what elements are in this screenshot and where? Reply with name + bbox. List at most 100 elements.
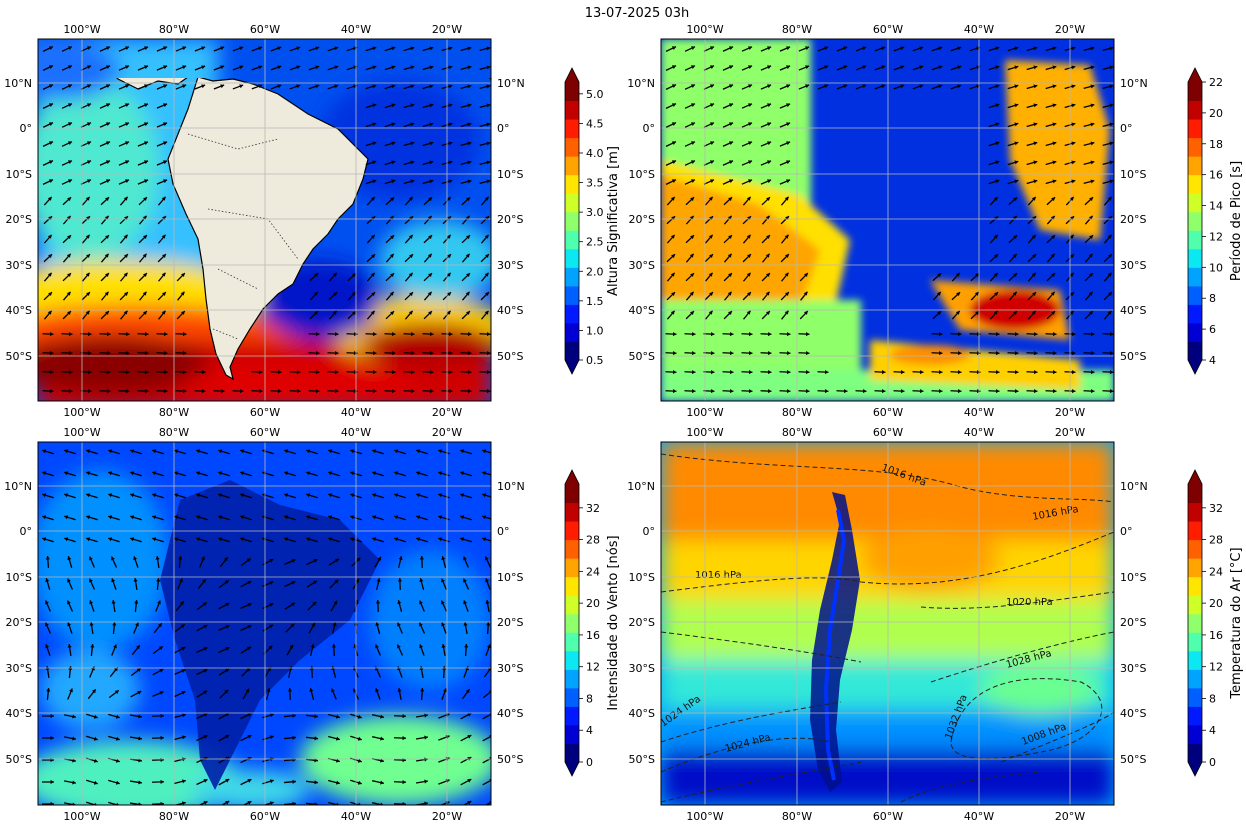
longitude-tick-label: 100°W — [686, 426, 723, 439]
colorbar-tick-label: 12 — [1209, 230, 1223, 243]
arrow-head — [123, 234, 128, 239]
colorbar-segment — [1188, 304, 1202, 324]
arrow-head — [938, 370, 943, 375]
arrow-head — [486, 103, 491, 108]
latitude-tick-label: 10°N — [627, 77, 655, 90]
colorbar-segment — [565, 137, 579, 157]
arrow-head — [144, 141, 149, 146]
colorbar-segment — [1188, 341, 1202, 361]
arrow-head — [152, 515, 157, 520]
longitude-tick-label: 80°W — [782, 23, 812, 36]
arrow-head — [938, 389, 943, 394]
arrow-head — [124, 254, 128, 259]
arrow-head — [448, 389, 453, 394]
arrow-head — [843, 84, 848, 89]
colorbar-segment — [565, 576, 579, 596]
arrow-head — [269, 735, 274, 740]
vector-arrow — [328, 801, 340, 805]
colorbar-tick-label: 5.0 — [586, 88, 604, 101]
latitude-tick-label: 10°S — [497, 168, 523, 181]
arrow-head — [691, 46, 695, 50]
arrow-head — [144, 370, 149, 375]
colorbar-tick-label: 18 — [1209, 138, 1223, 151]
arrow-head — [174, 471, 179, 476]
arrow-head — [670, 272, 675, 277]
colorbar-tick-label: 2.5 — [586, 236, 604, 249]
arrow-head — [410, 141, 415, 146]
arrow-head — [328, 493, 333, 498]
arrow-head — [1033, 160, 1038, 165]
arrow-head — [85, 310, 90, 315]
arrow-head — [938, 351, 943, 356]
arrow-head — [419, 556, 424, 560]
arrow-head — [182, 84, 187, 89]
colorbar-segment — [565, 613, 579, 633]
arrow-head — [152, 471, 157, 476]
arrow-head — [240, 537, 245, 542]
arrow-head — [269, 558, 274, 563]
arrow-head — [335, 558, 340, 563]
colorbar-tick-label: 2.0 — [586, 265, 604, 278]
axis-ticks: 100°W 100°W 80°W 80°W 60°W 60°W 40°W 40°W 20°W 20… — [4, 23, 1147, 823]
arrow-head — [465, 689, 470, 694]
arrow-head — [1033, 332, 1038, 337]
arrow-head — [180, 311, 185, 315]
colorbar-segment — [1188, 322, 1202, 342]
arrow-head — [380, 780, 384, 785]
latitude-tick-label: 20°S — [6, 213, 32, 226]
arrow-head — [152, 493, 157, 498]
arrow-head — [824, 84, 829, 89]
arrow-head — [45, 556, 50, 560]
longitude-tick-label: 40°W — [341, 23, 371, 36]
arrow-head — [85, 272, 90, 277]
arrow-head — [144, 389, 149, 394]
arrow-head — [767, 46, 772, 51]
arrow-head — [784, 310, 789, 315]
arrow-head — [1108, 292, 1112, 297]
arrow-head — [352, 273, 357, 278]
latitude-tick-label: 30°S — [1120, 259, 1146, 272]
arrow-head — [919, 370, 924, 375]
arrow-head — [691, 179, 695, 183]
arrow-head — [690, 273, 694, 278]
colorbar-segment — [1188, 706, 1202, 726]
arrow-head — [824, 65, 829, 70]
arrow-head — [332, 622, 337, 626]
arrow-head — [727, 291, 732, 296]
arrow-head — [438, 449, 443, 454]
arrow-head — [130, 537, 135, 542]
arrow-head — [1071, 122, 1076, 127]
arrow-head — [174, 537, 179, 542]
arrow-head — [372, 46, 377, 51]
arrow-head — [87, 65, 92, 70]
arrow-head — [1014, 160, 1019, 165]
arrow-head — [919, 65, 924, 70]
arrow-head — [467, 122, 472, 127]
arrow-head — [486, 141, 491, 146]
arrow-head — [125, 84, 130, 89]
longitude-tick-label: 40°W — [341, 406, 371, 419]
arrow-head — [315, 351, 320, 356]
arrow-head — [284, 449, 289, 454]
longitude-tick-label: 20°W — [1055, 406, 1085, 419]
arrow-head — [786, 65, 791, 70]
latitude-tick-label: 10°N — [497, 77, 525, 90]
arrow-head — [356, 557, 361, 562]
arrow-head — [86, 493, 91, 498]
arrow-head — [767, 370, 772, 375]
arrow-head — [397, 688, 402, 692]
arrow-head — [376, 578, 381, 582]
colorbar-segment — [1188, 595, 1202, 615]
arrow-head — [350, 515, 355, 520]
arrow-head — [163, 103, 168, 108]
colorbar-tick-label: 20 — [586, 597, 600, 610]
vector-arrows — [41, 46, 1114, 805]
arrow-head — [108, 471, 113, 476]
arrow-head — [90, 644, 95, 648]
arrow-head — [1051, 311, 1055, 316]
arrow-head — [87, 122, 92, 127]
vector-arrow — [482, 735, 491, 742]
latitude-tick-label: 0° — [20, 122, 33, 135]
arrow-head — [748, 65, 753, 70]
colorbar-extend-min — [1188, 762, 1202, 776]
